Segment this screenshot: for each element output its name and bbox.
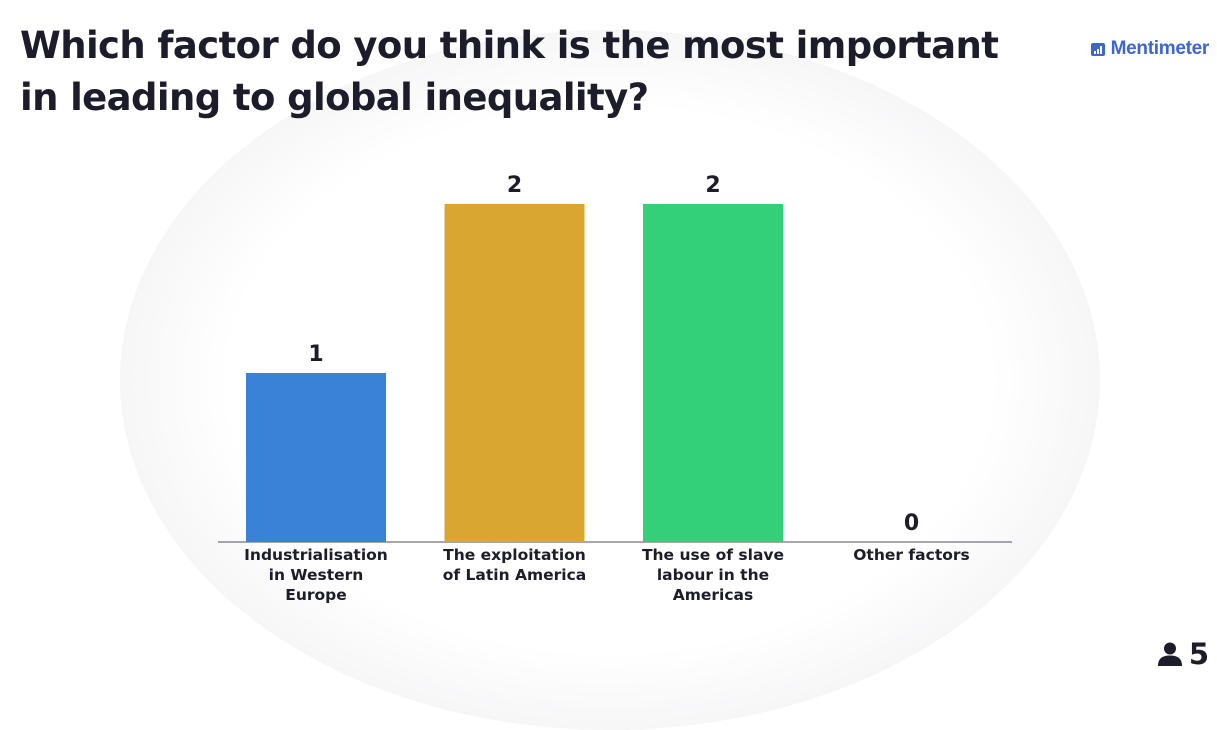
category-label-line: Industrialisation — [244, 546, 388, 564]
bar-3 — [643, 204, 783, 542]
bar-value-label-2: 2 — [507, 173, 522, 198]
bar-value-label-3: 2 — [705, 173, 720, 198]
results-bar-chart: 1 2 2 0 Industrialisation in Western Europe Th… — [218, 173, 1012, 605]
category-label-2: The exploitation of Latin America — [440, 545, 590, 585]
participant-count: 5 — [1188, 637, 1209, 671]
slide-title: Which factor do you think is the most im… — [20, 24, 999, 119]
category-label-4: Other factors — [837, 545, 987, 565]
bar-1 — [246, 373, 386, 542]
category-label-line: Europe — [285, 586, 347, 604]
person-icon — [1157, 642, 1182, 666]
bar-value-label-4: 0 — [904, 511, 919, 536]
category-label-line: of Latin America — [442, 566, 587, 584]
brand-name: Mentimeter — [1110, 38, 1210, 59]
bar-value-label-1: 1 — [308, 342, 323, 367]
brand-logo[interactable]: Mentimeter — [1090, 38, 1210, 60]
bar-2 — [444, 204, 585, 542]
category-label-1: Industrialisation in Western Europe — [241, 545, 391, 605]
mentimeter-logo-icon — [1090, 42, 1105, 56]
category-label-line: Americas — [672, 586, 754, 604]
category-label-line: The use of slave — [641, 546, 785, 564]
category-label-line: labour in the — [656, 566, 770, 584]
category-label-line: in Western — [268, 566, 364, 584]
category-label-line: Other factors — [853, 546, 970, 564]
participant-counter: 5 — [1157, 637, 1209, 671]
category-label-line: The exploitation — [443, 546, 586, 564]
chart-canvas: 1 2 2 0 — [218, 173, 1012, 543]
category-label-3: The use of slave labour in the Americas — [638, 545, 788, 605]
